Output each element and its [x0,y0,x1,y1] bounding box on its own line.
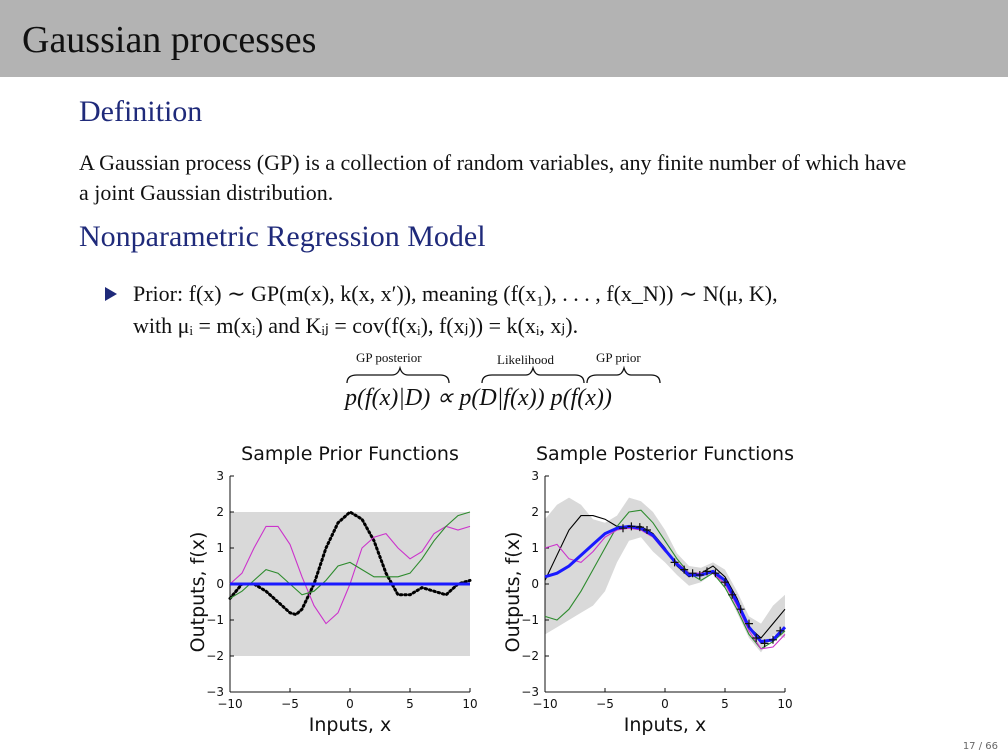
y-tick-label: 2 [216,505,224,519]
x-tick-label: −5 [596,697,614,711]
observation-marker [619,524,627,533]
sample-function-1 [228,510,472,617]
y-tick-label: 0 [531,577,539,591]
x-tick-label: 10 [462,697,477,711]
y-tick-label: 1 [531,541,539,555]
overbraces [346,365,661,384]
observation-marker [721,578,729,587]
x-tick-label: 5 [406,697,414,711]
y-tick-label: −1 [521,613,539,627]
page-title: Gaussian processes [22,19,317,61]
observation-marker [711,569,720,578]
definition-text: A Gaussian process (GP) is a collection … [79,150,907,205]
x-tick-label: −10 [532,697,557,711]
chart-title: Sample Posterior Functions [536,443,794,465]
bullet-line-2: with μᵢ = m(xᵢ) and Kᵢⱼ = cov(f(xᵢ), f(x… [133,313,579,338]
observation-marker [752,634,761,642]
y-tick-label: 0 [216,577,224,591]
observation-marker [728,590,737,599]
model-heading: Nonparametric Regression Model [79,220,486,253]
chart-prior-functions: Sample Prior Functions−10 −5 0 5 10−3−2−1012… [187,443,478,736]
bayes-equation: p(f(x)|D) ∝ p(D|f(x)) p(f(x)) [345,385,612,411]
x-tick-label: 10 [777,697,792,711]
observation-marker [776,626,785,635]
observation-marker [769,635,777,644]
brace-label-posterior: GP posterior [356,350,422,365]
y-tick-label: −3 [206,685,224,699]
x-tick-label: −10 [217,697,242,711]
header-bar: Gaussian processes [0,0,1008,77]
definition-heading: Definition [79,95,203,128]
bullet-line-1: Prior: f(x) ∼ GP(m(x), k(x, x′)), meanin… [133,281,778,306]
y-tick-label: 3 [216,469,224,483]
chart-title: Sample Prior Functions [241,443,459,465]
overbrace-posterior [346,365,450,384]
x-tick-label: 5 [721,697,729,711]
y-tick-label: 1 [216,541,224,555]
observation-marker [695,571,704,579]
x-axis-label: Inputs, x [309,714,391,736]
y-tick-label: −2 [521,649,539,663]
y-tick-label: −1 [206,613,224,627]
sample-function-3 [229,511,471,599]
x-tick-label: 0 [346,697,354,711]
y-tick-label: −2 [206,649,224,663]
overbrace-prior [586,365,661,384]
mean-function [544,524,787,644]
x-tick-label: 0 [661,697,669,711]
observation-marker [680,565,689,574]
brace-label-prior: GP prior [596,350,641,365]
y-tick-label: −3 [521,685,539,699]
observation-marker [745,619,753,628]
confidence-band [545,497,785,653]
observation-marker [670,558,679,567]
x-tick-label: −5 [281,697,299,711]
overbrace-likelihood [481,365,585,384]
chart-posterior-functions: Sample Posterior Functions−10 −5 0 5 10−3−2−… [502,443,794,736]
y-tick-label: 2 [531,505,539,519]
y-tick-label: 3 [531,469,539,483]
y-axis-label: Outputs, f(x) [502,532,524,653]
y-axis-label: Outputs, f(x) [187,532,209,653]
sample-function-2 [544,509,786,650]
observation-marker [760,639,769,648]
observation-marker [643,526,651,534]
page-number: 17 / 66 [962,741,998,752]
x-axis-label: Inputs, x [624,714,706,736]
observation-marker [736,605,745,614]
observation-marker [635,523,644,532]
observation-marker [627,522,636,531]
observation-marker [703,567,711,576]
observation-marker [688,569,697,578]
brace-label-likelihood: Likelihood [497,352,555,367]
bullet-arrow-icon [105,287,117,301]
